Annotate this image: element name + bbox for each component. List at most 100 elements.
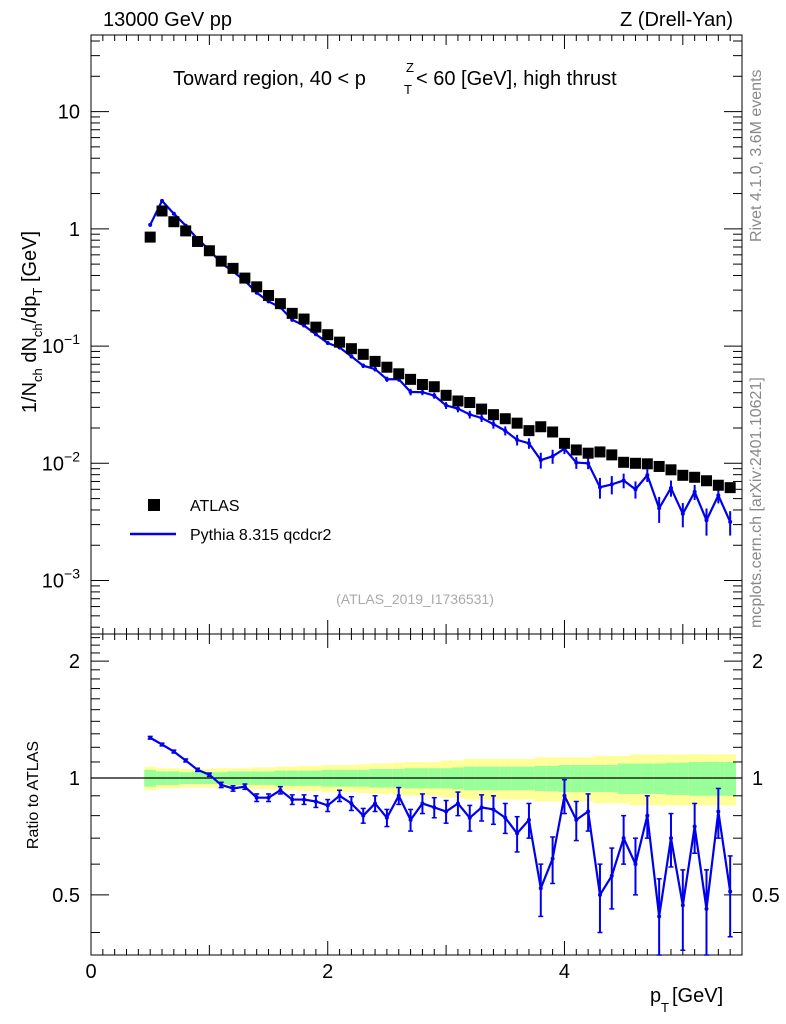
mc-point-ratio [207, 772, 212, 777]
atlas-point [523, 425, 535, 437]
title-sup: Z [406, 60, 414, 75]
atlas-point [594, 446, 606, 458]
mc-point-ratio [609, 873, 614, 878]
mc-line-ratio [149, 736, 732, 917]
y-tick-label-main: 1 [69, 219, 80, 241]
mc-point-ratio [148, 735, 153, 740]
mc-point-ratio [657, 914, 662, 919]
atlas-point [558, 437, 570, 449]
svg-text:[GeV]: [GeV] [672, 985, 723, 1007]
atlas-point [677, 469, 689, 481]
mc-point-ratio [503, 815, 508, 820]
band-inner-bin [676, 762, 689, 795]
atlas-point [393, 368, 405, 380]
atlas-point [641, 458, 653, 470]
legend: ATLAS Pythia 8.315 qcdcr2 [130, 498, 332, 544]
mc-point-main [384, 377, 389, 382]
mc-point-ratio [384, 815, 389, 820]
mc-point-ratio [692, 824, 697, 829]
mc-point-ratio [538, 886, 543, 891]
mc-point-main [668, 485, 673, 490]
band-inner-bin [665, 762, 677, 795]
mc-point-ratio [231, 786, 236, 791]
mc-point-ratio [195, 767, 200, 772]
mc-point-main [621, 478, 626, 483]
mc-point-ratio [349, 801, 354, 806]
svg-text:p: p [650, 985, 661, 1007]
band-inner-bin [700, 761, 713, 796]
mc-point-ratio [290, 797, 295, 802]
analysis-id: (ATLAS_2019_I1736531) [336, 591, 494, 607]
atlas-point [192, 235, 204, 247]
mc-point-ratio [278, 788, 283, 793]
mc-point-ratio [432, 805, 437, 810]
mc-point-ratio [302, 797, 307, 802]
band-inner-bin [653, 763, 666, 794]
title-sub: T [404, 82, 412, 97]
mcplots-label: mcplots.cern.ch [arXiv:2401.10621] [748, 377, 765, 628]
atlas-point [334, 336, 346, 348]
ratio-axes: 0 2 4 0.5 0.5 1 1 2 2 [52, 633, 780, 983]
title-main: Toward region, 40 < p [173, 68, 366, 90]
atlas-point [570, 444, 582, 456]
x-tick-label: 0 [85, 961, 96, 983]
atlas-point [180, 225, 192, 237]
atlas-point [357, 348, 369, 360]
mc-point-main [657, 506, 662, 511]
main-frame [90, 34, 743, 635]
mc-point-main [728, 519, 733, 524]
atlas-point [629, 457, 641, 469]
atlas-point [653, 460, 665, 472]
atlas-point [369, 355, 381, 367]
x-tick-label: 2 [322, 961, 333, 983]
legend-label-pythia: Pythia 8.315 qcdcr2 [190, 527, 332, 544]
y-tick-label-main: 10−2 [42, 448, 80, 475]
atlas-point [476, 403, 488, 415]
mc-point-ratio [408, 817, 413, 822]
mc-point-main [313, 332, 318, 337]
atlas-point [416, 379, 428, 391]
plot-title: Toward region, 40 < p Z T < 60 [GeV], hi… [173, 60, 617, 97]
mc-point-main [503, 428, 508, 433]
mc-line-main [149, 198, 732, 523]
mc-point-main [432, 393, 437, 398]
mc-point-ratio [467, 815, 472, 820]
atlas-point [345, 343, 357, 355]
band-inner-bin [617, 763, 630, 794]
atlas-point [274, 298, 286, 310]
mc-point-main [302, 323, 307, 328]
svg-text:1/Nch dNch/dpT [GeV]: 1/Nch dNch/dpT [GeV] [19, 231, 45, 413]
atlas-point [712, 479, 724, 491]
mc-point-ratio [254, 795, 259, 800]
title-tail: < 60 [GeV], high thrust [416, 68, 617, 90]
mc-point-ratio [526, 817, 531, 822]
mc-point-main [491, 422, 496, 427]
mc-point-ratio [680, 903, 685, 908]
mc-point-ratio [361, 813, 366, 818]
mc-point-main [171, 211, 176, 216]
mc-point-main [597, 485, 602, 490]
main-axes: 10 1 10−1 10−2 10−3 [42, 34, 743, 635]
mc-point-ratio [266, 795, 271, 800]
atlas-point [428, 381, 440, 393]
atlas-point [499, 413, 511, 425]
mc-point-main [148, 222, 153, 227]
mc-point-main [420, 390, 425, 395]
atlas-point [665, 464, 677, 476]
x-axis-label: p T [GeV] [650, 985, 723, 1015]
mc-point-main [290, 317, 295, 322]
mc-point-main [515, 437, 520, 442]
mc-point-main [645, 473, 650, 478]
y-tick-label-ratio: 2 [69, 651, 80, 673]
atlas-point [168, 216, 180, 228]
ratio-frame [90, 633, 743, 956]
mc-point-main [550, 454, 555, 459]
atlas-point [215, 255, 227, 267]
atlas-point [618, 456, 630, 468]
mc-point-main [361, 363, 366, 368]
beam-label: 13000 GeV pp [103, 9, 232, 31]
mc-point-ratio [479, 805, 484, 810]
mc-point-ratio [420, 801, 425, 806]
mc-point-main [538, 458, 543, 463]
mc-point-ratio [668, 836, 673, 841]
